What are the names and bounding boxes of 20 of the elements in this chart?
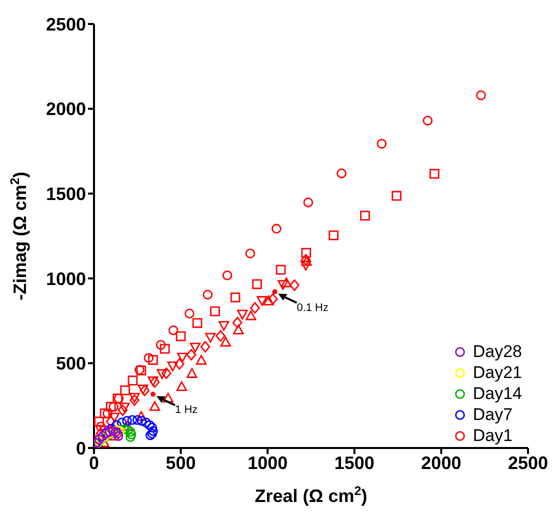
x-tick-label: 500 [166,452,196,473]
legend-label: Day7 [472,404,513,424]
annotation: 1 Hz [175,404,198,416]
x-tick-label: 0 [88,452,100,473]
x-tick-label: 1500 [334,452,374,473]
y-tick-label: 500 [56,354,86,374]
legend-label: Day28 [472,342,522,362]
legend-label: Day14 [472,384,522,404]
x-tick-label: 2500 [508,452,548,473]
legend-label: Day1 [472,426,513,446]
y-tick-label: 2000 [46,99,86,120]
x-tick-label: 1000 [248,452,288,473]
x-tick-label: 2000 [421,452,462,473]
x-axis-title: Zreal (Ω cm$^{2}$) [254,484,368,506]
y-tick-label: 2500 [46,14,86,34]
legend-label: Day21 [472,362,522,382]
y-tick-label: 1500 [46,184,86,204]
y-tick-label: 0 [76,438,86,458]
annotation: 0.1 Hz [296,302,329,314]
y-tick-label: 1000 [46,268,86,289]
